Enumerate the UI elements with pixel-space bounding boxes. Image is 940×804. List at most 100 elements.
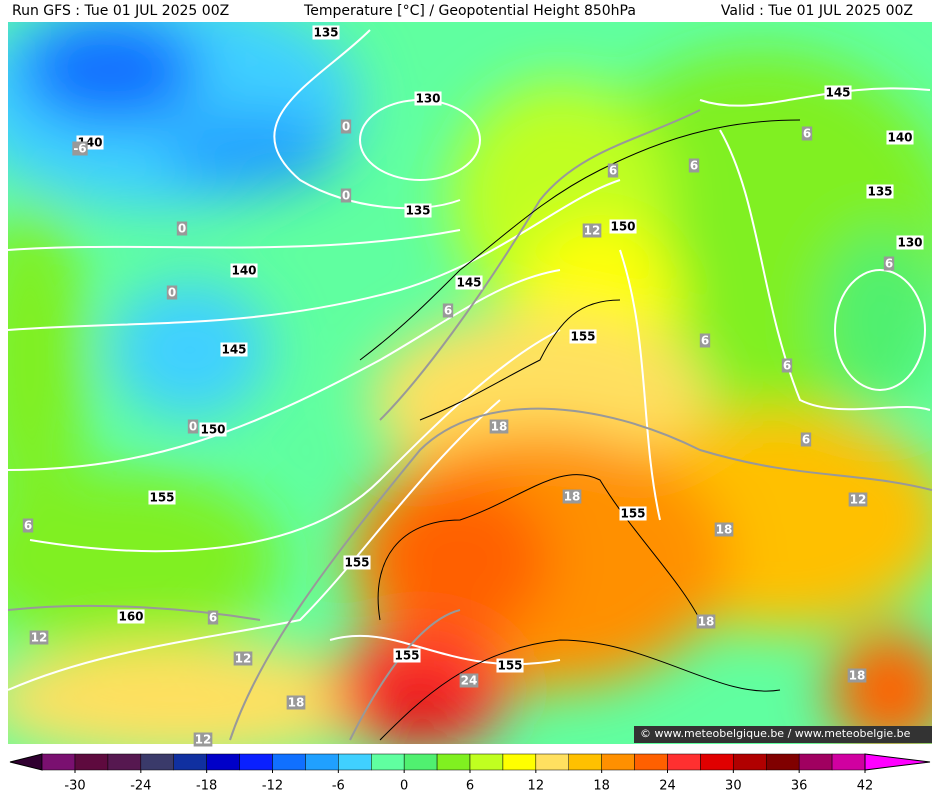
colorbar-tick-label: -24 xyxy=(130,779,151,794)
temperature-label: 24 xyxy=(461,674,478,688)
credit-box xyxy=(634,726,932,743)
colorbar-swatch xyxy=(371,753,405,771)
temperature-label: 18 xyxy=(716,523,733,537)
colorbar-tick-label: 36 xyxy=(791,779,808,794)
height-label-bg xyxy=(199,422,227,437)
temperature-label-bg xyxy=(883,256,895,271)
temperature-label-bg xyxy=(489,419,509,434)
temperature-label: 0 xyxy=(189,420,197,434)
temperature-label: 6 xyxy=(803,127,811,141)
height-label: 135 xyxy=(313,26,338,40)
colorbar-swatch xyxy=(74,753,109,771)
colorbar-swatch xyxy=(107,753,142,771)
height-label: 150 xyxy=(610,220,635,234)
colorbar-swatch xyxy=(173,753,207,771)
temperature-label-bg xyxy=(72,141,88,156)
temperature-label-bg xyxy=(848,492,868,507)
temperature-label-bg xyxy=(800,432,812,447)
colorbar-swatch xyxy=(338,753,372,771)
height-label: 140 xyxy=(887,131,912,145)
temperature-label: 0 xyxy=(168,286,176,300)
temperature-label: 6 xyxy=(885,257,893,271)
height-label: 155 xyxy=(620,507,645,521)
temperature-label-bg xyxy=(29,630,49,645)
colorbar-tick-label: -18 xyxy=(196,779,217,794)
colorbar-swatch xyxy=(634,753,668,771)
height-label-bg xyxy=(148,490,176,505)
colorbar-tick-label: -6 xyxy=(332,779,345,794)
height-label-bg xyxy=(414,91,442,106)
colorbar-tick-label: -12 xyxy=(262,779,283,794)
colorbar-swatch xyxy=(502,753,537,771)
colorbar-swatch xyxy=(831,753,866,771)
temperature-label-bg xyxy=(582,223,602,238)
temperature-label-bg xyxy=(847,668,867,683)
height-label-bg xyxy=(569,329,597,344)
temperature-label: 0 xyxy=(178,222,186,236)
height-label-bg xyxy=(496,658,524,673)
height-label: 145 xyxy=(825,86,850,100)
temperature-label: 6 xyxy=(783,359,791,373)
temperature-label-bg xyxy=(286,695,306,710)
colorbar-swatch xyxy=(305,753,339,771)
colorbar-tick-label: 42 xyxy=(857,779,874,794)
height-label-bg xyxy=(343,555,371,570)
colorbar-swatch xyxy=(41,753,76,771)
height-label: 145 xyxy=(221,343,246,357)
map xyxy=(8,22,932,744)
temperature-label-bg xyxy=(340,119,352,134)
height-label-bg xyxy=(896,235,924,250)
temperature-label: 0 xyxy=(342,189,350,203)
temperature-label: 12 xyxy=(235,652,252,666)
height-label: 135 xyxy=(867,185,892,199)
height-label: 130 xyxy=(897,236,922,250)
temperature-label: 6 xyxy=(802,433,810,447)
colorbar-swatch xyxy=(403,753,438,771)
temperature-label: 0 xyxy=(342,120,350,134)
colorbar-swatch xyxy=(733,753,767,771)
credit: © www.meteobelgique.be / www.meteobelgie… xyxy=(640,727,911,740)
temperature-label-bg xyxy=(714,522,734,537)
colorbar-tick-label: 6 xyxy=(466,779,474,794)
height-label-bg xyxy=(619,506,647,521)
temperature-label: 12 xyxy=(31,631,48,645)
height-label-bg xyxy=(886,130,914,145)
height-label: 155 xyxy=(394,649,419,663)
height-label: 150 xyxy=(200,423,225,437)
height-label: 145 xyxy=(456,276,481,290)
temperature-label-bg xyxy=(22,518,34,533)
height-label-bg xyxy=(609,219,637,234)
temperature-label: 18 xyxy=(491,420,508,434)
temperature-label-bg xyxy=(207,610,219,625)
temperature-label-bg xyxy=(442,303,454,318)
temperature-label-bg xyxy=(801,126,813,141)
height-label-bg xyxy=(404,203,432,218)
height-label-bg xyxy=(393,648,421,663)
temperature-label-bg xyxy=(187,419,199,434)
colorbar-tick-label: 30 xyxy=(725,779,742,794)
temperature-label: 18 xyxy=(849,669,866,683)
temperature-label: 6 xyxy=(24,519,32,533)
height-label-bg xyxy=(824,85,852,100)
temperature-label: 12 xyxy=(850,493,867,507)
colorbar-end xyxy=(864,753,931,771)
temperature-label-bg xyxy=(233,651,253,666)
temperature-label-bg xyxy=(781,358,793,373)
height-label: 135 xyxy=(405,204,430,218)
height-label-bg xyxy=(455,275,483,290)
height-label-bg xyxy=(117,609,145,624)
temperature-label: 6 xyxy=(701,334,709,348)
temperature-label: -6 xyxy=(73,142,86,156)
height-label-bg xyxy=(230,263,258,278)
temperature-label: 12 xyxy=(195,733,212,747)
colorbar-tick-label: -30 xyxy=(64,779,85,794)
temperature-label: 18 xyxy=(698,615,715,629)
temperature-label-bg xyxy=(699,333,711,348)
height-label: 155 xyxy=(149,491,174,505)
colorbar-swatch xyxy=(535,753,569,771)
colorbar-tick-label: 24 xyxy=(659,779,676,794)
temperature-label-bg xyxy=(696,614,716,629)
height-label: 155 xyxy=(497,659,522,673)
temperature-label: 6 xyxy=(209,611,217,625)
